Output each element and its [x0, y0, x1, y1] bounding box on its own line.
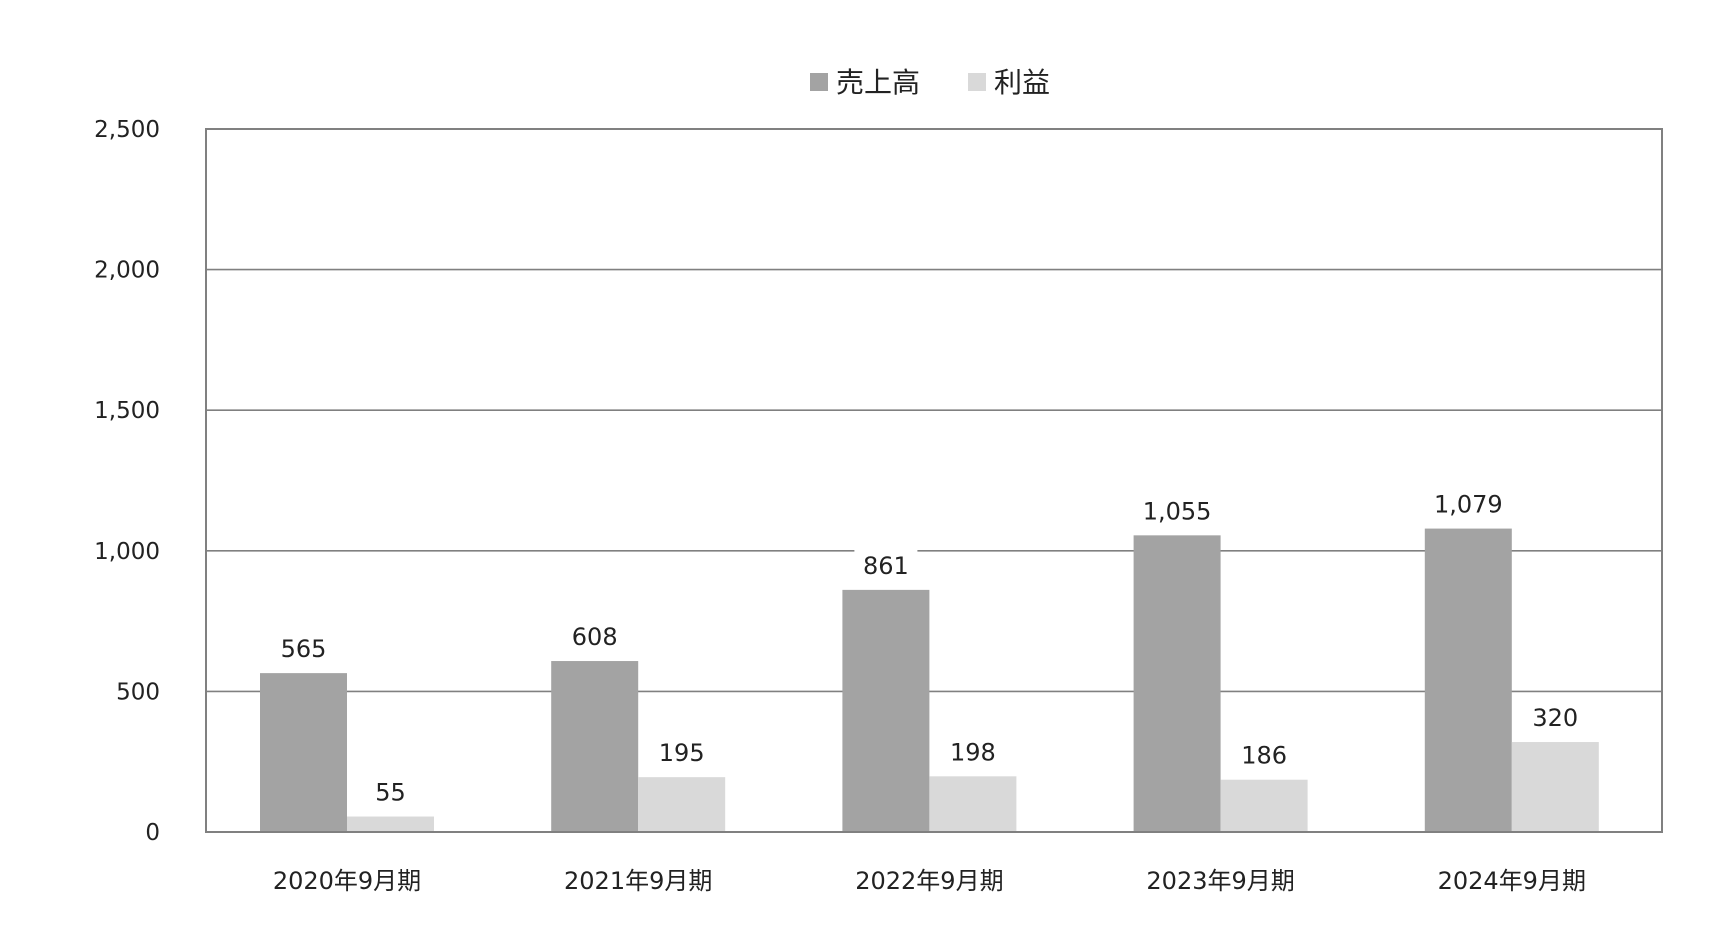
data-label-bg	[650, 737, 714, 770]
x-axis-ticks: 2020年9月期 2021年9月期 2022年9月期 2023年9月期 2024年9月期	[273, 867, 1586, 895]
bar-profit	[347, 816, 434, 832]
data-label: 565	[281, 635, 327, 663]
data-label-bg	[854, 549, 918, 582]
data-label: 195	[659, 739, 705, 767]
bar-sales	[1424, 528, 1512, 832]
bar-sales	[1133, 535, 1221, 832]
data-label-bg	[366, 776, 415, 809]
bar-profit	[638, 777, 726, 832]
legend-swatch	[810, 73, 828, 91]
bars	[260, 528, 1599, 832]
y-tick-label: 2,000	[94, 258, 160, 284]
gridlines	[206, 268, 1662, 693]
data-label-bg	[563, 621, 627, 654]
bar-profit	[1220, 779, 1308, 832]
bar-sales	[551, 661, 639, 832]
data-label-bg	[1130, 495, 1224, 528]
legend-label: 売上高	[836, 66, 920, 99]
legend: 売上高 利益	[810, 66, 1050, 99]
y-tick-label: 0	[145, 820, 160, 846]
x-tick-label: 2020年9月期	[273, 867, 421, 895]
data-label: 55	[375, 779, 406, 807]
data-label: 608	[572, 623, 618, 651]
x-tick-label: 2024年9月期	[1438, 867, 1586, 895]
bar-profit	[1511, 742, 1599, 832]
y-tick-label: 500	[116, 679, 160, 705]
legend-swatch	[968, 73, 986, 91]
y-tick-label: 1,000	[94, 539, 160, 565]
data-label: 1,055	[1143, 497, 1212, 525]
data-label: 1,079	[1434, 491, 1503, 519]
bar-profit	[929, 776, 1017, 832]
y-tick-label: 2,500	[94, 117, 160, 143]
bar-sales	[260, 673, 347, 832]
data-label-bg	[272, 633, 335, 666]
data-label-bg	[1421, 488, 1515, 521]
data-label-bg	[941, 736, 1005, 769]
data-label: 198	[950, 738, 996, 766]
plot-frame	[205, 128, 1663, 833]
data-label-bg	[1232, 739, 1296, 772]
y-tick-label: 1,500	[94, 398, 160, 424]
data-label: 320	[1532, 704, 1578, 732]
data-labels: 565 55 608 195 861 198 1,055 186 1,079 320	[272, 488, 1587, 809]
x-tick-label: 2023年9月期	[1146, 867, 1294, 895]
x-tick-label: 2022年9月期	[855, 867, 1003, 895]
data-label-bg	[1523, 702, 1587, 735]
y-axis-ticks: 0 500 1,000 1,500 2,000 2,500	[94, 117, 160, 846]
data-label: 861	[863, 552, 909, 580]
bar-sales	[842, 589, 930, 832]
legend-label: 利益	[994, 66, 1050, 99]
data-label: 186	[1241, 742, 1287, 770]
x-tick-label: 2021年9月期	[564, 867, 712, 895]
